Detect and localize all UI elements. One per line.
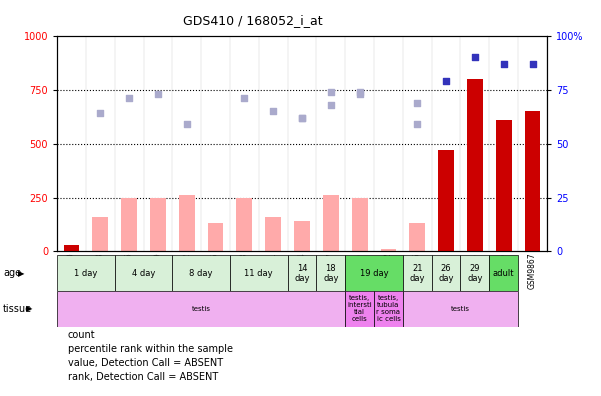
Bar <box>115 255 172 291</box>
Text: tissue: tissue <box>3 304 32 314</box>
Bar <box>64 245 79 251</box>
Text: 4 day: 4 day <box>132 269 155 278</box>
Text: ▶: ▶ <box>18 269 25 278</box>
Bar <box>345 291 374 327</box>
Bar <box>230 255 288 291</box>
Bar <box>236 198 252 251</box>
Bar <box>179 195 195 251</box>
Bar <box>432 255 460 291</box>
Bar <box>352 198 368 251</box>
Bar <box>403 255 432 291</box>
Bar <box>374 291 403 327</box>
Bar <box>460 255 489 291</box>
Bar <box>64 245 79 251</box>
Bar <box>403 291 518 327</box>
Text: 19 day: 19 day <box>360 269 388 278</box>
Point <box>499 61 508 67</box>
Bar <box>345 255 403 291</box>
Point <box>269 108 278 114</box>
Bar <box>438 150 454 251</box>
Point <box>240 95 249 101</box>
Point <box>297 114 307 121</box>
Point <box>182 121 192 127</box>
Point <box>441 78 451 84</box>
Text: value, Detection Call = ABSENT: value, Detection Call = ABSENT <box>68 358 223 368</box>
Text: count: count <box>68 329 96 340</box>
Bar <box>467 79 483 251</box>
Text: 11 day: 11 day <box>245 269 273 278</box>
Point <box>326 89 335 95</box>
Text: GDS410 / 168052_i_at: GDS410 / 168052_i_at <box>183 14 322 27</box>
Text: ▶: ▶ <box>26 305 33 313</box>
Text: 8 day: 8 day <box>189 269 213 278</box>
Text: 26
day: 26 day <box>438 264 454 283</box>
Point <box>470 54 480 60</box>
Text: rank, Detection Call = ABSENT: rank, Detection Call = ABSENT <box>68 372 218 383</box>
Bar <box>525 111 540 251</box>
Point <box>412 99 422 106</box>
Text: testis,
intersti
tial
cells: testis, intersti tial cells <box>347 295 372 322</box>
Point <box>124 95 134 101</box>
Bar <box>323 195 339 251</box>
Text: adult: adult <box>493 269 514 278</box>
Point <box>412 121 422 127</box>
Point <box>355 89 364 95</box>
Bar <box>489 255 518 291</box>
Bar <box>380 249 397 251</box>
Text: testis,
tubula
r soma
ic cells: testis, tubula r soma ic cells <box>376 295 400 322</box>
Point <box>297 114 307 121</box>
Bar <box>496 120 511 251</box>
Bar <box>316 255 345 291</box>
Bar <box>57 291 345 327</box>
Bar <box>150 198 166 251</box>
Bar <box>288 255 316 291</box>
Point <box>153 91 163 97</box>
Bar <box>121 198 137 251</box>
Point <box>326 101 335 108</box>
Text: 18
day: 18 day <box>323 264 338 283</box>
Bar <box>172 255 230 291</box>
Point <box>96 110 105 116</box>
Text: 14
day: 14 day <box>294 264 310 283</box>
Bar <box>93 217 108 251</box>
Bar <box>294 221 310 251</box>
Point <box>355 91 364 97</box>
Text: 21
day: 21 day <box>409 264 425 283</box>
Bar <box>265 217 281 251</box>
Text: percentile rank within the sample: percentile rank within the sample <box>68 344 233 354</box>
Text: 1 day: 1 day <box>74 269 97 278</box>
Text: 29
day: 29 day <box>467 264 483 283</box>
Bar <box>57 255 115 291</box>
Text: testis: testis <box>192 306 211 312</box>
Bar <box>207 223 224 251</box>
Point <box>528 61 537 67</box>
Bar <box>409 223 425 251</box>
Text: testis: testis <box>451 306 470 312</box>
Text: age: age <box>3 268 21 278</box>
